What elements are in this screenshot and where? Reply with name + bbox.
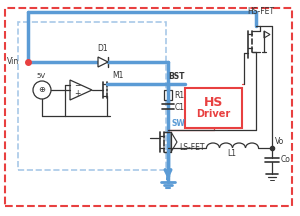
Text: C1: C1: [175, 103, 185, 111]
Text: HS: HS: [204, 97, 223, 110]
Text: SW: SW: [172, 119, 186, 128]
Bar: [18, 22, 166, 170]
Text: BST: BST: [168, 72, 184, 81]
Bar: [164, 90, 172, 100]
Text: 5V: 5V: [36, 73, 46, 79]
Text: −: −: [74, 81, 80, 91]
Text: R1: R1: [174, 91, 184, 100]
Polygon shape: [98, 57, 108, 67]
Text: Vo: Vo: [275, 137, 284, 146]
Text: D1: D1: [98, 44, 108, 53]
Text: L1: L1: [227, 149, 236, 158]
Text: ⊕: ⊕: [38, 86, 46, 95]
Text: M1: M1: [112, 71, 123, 80]
Text: Driver: Driver: [196, 109, 231, 119]
Text: LS-FET: LS-FET: [179, 143, 205, 151]
Text: HS-FET: HS-FET: [248, 7, 274, 16]
Text: Vin: Vin: [7, 57, 19, 67]
Text: +: +: [74, 89, 80, 98]
Bar: [185, 88, 242, 128]
Text: Co: Co: [281, 156, 291, 165]
